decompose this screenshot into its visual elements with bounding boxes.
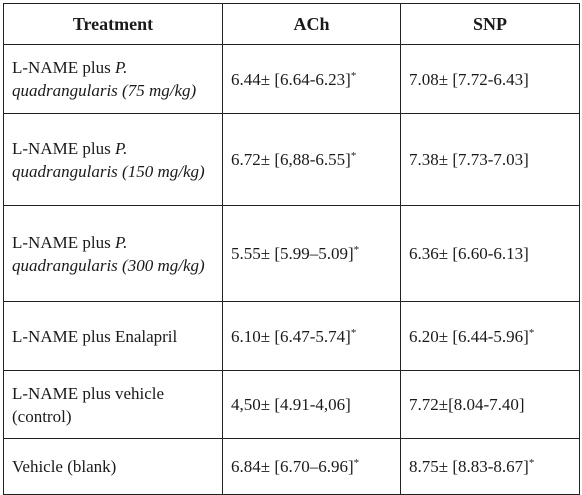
header-snp: SNP <box>400 3 580 45</box>
table-row: L-NAME plus P. quadrangularis (150 mg/kg… <box>3 113 580 206</box>
significance-marker: * <box>350 69 357 82</box>
treatment-cell: Vehicle (blank) <box>3 438 223 495</box>
results-table: Treatment ACh SNP L-NAME plus P. quadran… <box>3 3 580 495</box>
treatment-italic-text: P. quadrangularis (150 mg/kg) <box>12 138 205 181</box>
treatment-italic-text: P. quadrangularis (75 mg/kg) <box>12 58 197 100</box>
snp-value: 6.36± [6.60-6.13] <box>409 244 529 263</box>
treatment-italic-text: P. quadrangularis (300 mg/kg) <box>12 232 205 275</box>
snp-cell: 8.75± [8.83-8.67]* <box>400 438 580 495</box>
snp-cell: 7.38± [7.73-7.03] <box>400 113 580 206</box>
ach-value: 6.10± [6.47-5.74] <box>231 326 351 346</box>
ach-cell: 5.55± [5.99–5.09]* <box>222 205 401 302</box>
treatment-text: L-NAME plus <box>12 58 115 77</box>
ach-cell: 6.72± [6,88-6.55]* <box>222 113 401 206</box>
treatment-cell: L-NAME plus P. quadrangularis (300 mg/kg… <box>3 205 223 302</box>
header-ach: ACh <box>222 3 401 45</box>
significance-marker: * <box>528 457 535 469</box>
table-row: Vehicle (blank) 6.84± [6.70–6.96]* 8.75±… <box>3 438 580 495</box>
ach-value: 4,50± [4.91-4,06] <box>231 395 351 414</box>
significance-marker: * <box>350 326 357 339</box>
significance-marker: * <box>350 150 357 162</box>
ach-value: 6.84± [6.70–6.96] <box>231 457 354 476</box>
table-row: L-NAME plus Enalapril 6.10± [6.47-5.74]*… <box>3 301 580 371</box>
snp-cell: 6.36± [6.60-6.13] <box>400 205 580 302</box>
snp-value: 6.20± [6.44-5.96] <box>409 326 529 346</box>
significance-marker: * <box>528 326 535 339</box>
treatment-text: L-NAME plus Enalapril <box>12 326 178 346</box>
snp-value: 7.38± [7.73-7.03] <box>409 150 529 169</box>
treatment-text: L-NAME plus vehicle (control) <box>12 383 165 426</box>
snp-cell: 6.20± [6.44-5.96]* <box>400 301 580 371</box>
snp-value: 7.08± [7.72-6.43] <box>409 69 529 89</box>
treatment-text: L-NAME plus <box>12 232 115 252</box>
snp-value: 8.75± [8.83-8.67] <box>409 457 529 476</box>
treatment-cell: L-NAME plus P. quadrangularis (75 mg/kg) <box>3 44 223 114</box>
table-row: L-NAME plus P. quadrangularis (300 mg/kg… <box>3 205 580 302</box>
treatment-text: L-NAME plus <box>12 138 115 158</box>
treatment-text: Vehicle (blank) <box>12 457 117 476</box>
header-treatment: Treatment <box>3 3 223 45</box>
treatment-cell: L-NAME plus Enalapril <box>3 301 223 371</box>
table-row: L-NAME plus P. quadrangularis (75 mg/kg)… <box>3 44 580 114</box>
ach-cell: 6.44± [6.64-6.23]* <box>222 44 401 114</box>
significance-marker: * <box>353 457 360 469</box>
ach-value: 5.55± [5.99–5.09] <box>231 244 354 263</box>
significance-marker: * <box>353 244 360 256</box>
ach-cell: 6.84± [6.70–6.96]* <box>222 438 401 495</box>
ach-value: 6.44± [6.64-6.23] <box>231 69 351 89</box>
snp-cell: 7.08± [7.72-6.43] <box>400 44 580 114</box>
snp-value: 7.72±[8.04-7.40] <box>409 395 525 414</box>
treatment-cell: L-NAME plus vehicle (control) <box>3 370 223 439</box>
ach-value: 6.72± [6,88-6.55] <box>231 150 351 169</box>
ach-cell: 4,50± [4.91-4,06] <box>222 370 401 439</box>
treatment-cell: L-NAME plus P. quadrangularis (150 mg/kg… <box>3 113 223 206</box>
table-row: L-NAME plus vehicle (control) 4,50± [4.9… <box>3 370 580 439</box>
header-row: Treatment ACh SNP <box>3 3 580 45</box>
snp-cell: 7.72±[8.04-7.40] <box>400 370 580 439</box>
ach-cell: 6.10± [6.47-5.74]* <box>222 301 401 371</box>
